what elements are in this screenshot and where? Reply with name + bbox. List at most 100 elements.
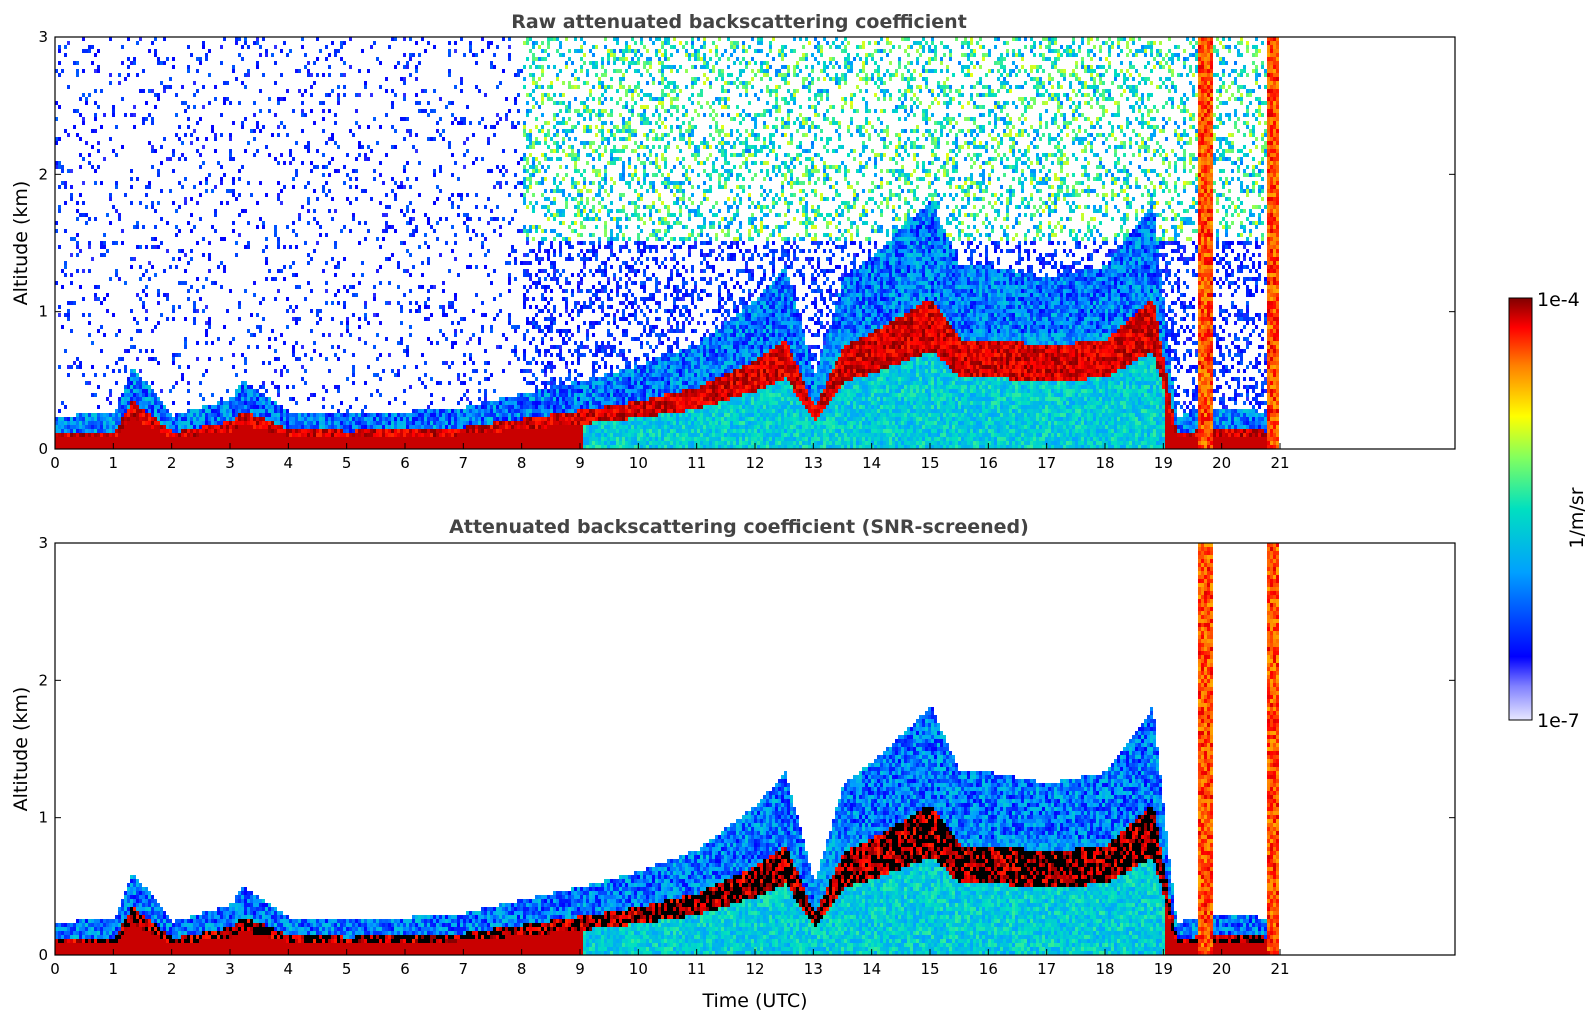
- backscatter-cell: [79, 441, 82, 445]
- backscatter-cell: [103, 413, 106, 417]
- backscatter-cell: [172, 421, 175, 425]
- backscatter-cell: [136, 329, 139, 333]
- backscatter-cell: [175, 417, 178, 421]
- backscatter-cell: [220, 417, 223, 421]
- backscatter-cell: [169, 425, 172, 429]
- backscatter-cell: [64, 265, 67, 269]
- backscatter-cell: [181, 373, 184, 377]
- backscatter-cell: [250, 437, 253, 441]
- backscatter-cell: [151, 413, 154, 417]
- backscatter-cell: [76, 413, 79, 417]
- backscatter-cell: [151, 165, 154, 169]
- backscatter-cell: [118, 421, 121, 425]
- backscatter-cell: [169, 437, 172, 441]
- backscatter-cell: [166, 85, 169, 89]
- backscatter-cell: [199, 417, 202, 421]
- backscatter-cell: [244, 357, 247, 361]
- backscatter-cell: [79, 113, 82, 117]
- backscatter-cell: [136, 429, 139, 433]
- backscatter-cell: [115, 269, 118, 273]
- backscatter-cell: [76, 109, 79, 113]
- backscatter-cell: [196, 309, 199, 313]
- backscatter-cell: [172, 57, 175, 61]
- backscatter-cell: [232, 405, 235, 409]
- backscatter-cell: [169, 189, 172, 193]
- backscatter-cell: [196, 277, 199, 281]
- backscatter-cell: [133, 385, 136, 389]
- backscatter-cell: [214, 149, 217, 153]
- backscatter-cell: [67, 301, 70, 305]
- backscatter-cell: [106, 441, 109, 445]
- backscatter-cell: [85, 141, 88, 145]
- backscatter-cell: [139, 437, 142, 441]
- backscatter-cell: [148, 141, 151, 145]
- backscatter-cell: [184, 317, 187, 321]
- backscatter-cell: [211, 429, 214, 433]
- backscatter-cell: [202, 237, 205, 241]
- backscatter-cell: [223, 81, 226, 85]
- backscatter-cell: [127, 381, 130, 385]
- backscatter-cell: [145, 193, 148, 197]
- backscatter-cell: [109, 429, 112, 433]
- backscatter-cell: [118, 277, 121, 281]
- backscatter-cell: [190, 213, 193, 217]
- backscatter-cell: [199, 437, 202, 441]
- backscatter-cell: [79, 429, 82, 433]
- backscatter-cell: [160, 425, 163, 429]
- backscatter-cell: [238, 213, 241, 217]
- backscatter-cell: [100, 417, 103, 421]
- backscatter-cell: [244, 405, 247, 409]
- backscatter-cell: [175, 433, 178, 437]
- backscatter-cell: [76, 269, 79, 273]
- backscatter-cell: [181, 417, 184, 421]
- backscatter-cell: [58, 441, 61, 445]
- backscatter-cell: [118, 213, 121, 217]
- backscatter-cell: [136, 373, 139, 377]
- backscatter-cell: [115, 333, 118, 337]
- backscatter-cell: [94, 433, 97, 437]
- backscatter-cell: [226, 97, 229, 101]
- backscatter-cell: [178, 125, 181, 129]
- backscatter-cell: [244, 41, 247, 45]
- backscatter-cell: [106, 309, 109, 313]
- backscatter-cell: [82, 433, 85, 437]
- backscatter-cell: [121, 241, 124, 245]
- backscatter-cell: [145, 441, 148, 445]
- backscatter-cell: [91, 413, 94, 417]
- backscatter-cell: [226, 413, 229, 417]
- backscatter-cell: [124, 77, 127, 81]
- backscatter-cell: [208, 405, 211, 409]
- backscatter-cell: [100, 349, 103, 353]
- backscatter-cell: [175, 225, 178, 229]
- backscatter-cell: [67, 85, 70, 89]
- backscatter-cell: [145, 117, 148, 121]
- backscatter-cell: [127, 401, 130, 405]
- backscatter-cell: [244, 433, 247, 437]
- backscatter-cell: [115, 241, 118, 245]
- backscatter-cell: [238, 397, 241, 401]
- backscatter-cell: [142, 69, 145, 73]
- backscatter-cell: [142, 289, 145, 293]
- backscatter-cell: [232, 421, 235, 425]
- backscatter-cell: [124, 281, 127, 285]
- backscatter-cell: [190, 141, 193, 145]
- backscatter-cell: [148, 389, 151, 393]
- backscatter-cell: [154, 429, 157, 433]
- backscatter-cell: [187, 433, 190, 437]
- backscatter-cell: [184, 341, 187, 345]
- backscatter-cell: [76, 245, 79, 249]
- backscatter-cell: [133, 441, 136, 445]
- backscatter-cell: [136, 409, 139, 413]
- backscatter-cell: [148, 181, 151, 185]
- backscatter-cell: [88, 49, 91, 53]
- backscatter-cell: [166, 417, 169, 421]
- backscatter-cell: [232, 65, 235, 69]
- backscatter-cell: [223, 173, 226, 177]
- backscatter-cell: [100, 441, 103, 445]
- backscatter-cell: [94, 69, 97, 73]
- backscatter-cell: [115, 409, 118, 413]
- backscatter-cell: [61, 421, 64, 425]
- backscatter-cell: [184, 441, 187, 445]
- backscatter-cell: [163, 405, 166, 409]
- backscatter-field: [55, 37, 1279, 449]
